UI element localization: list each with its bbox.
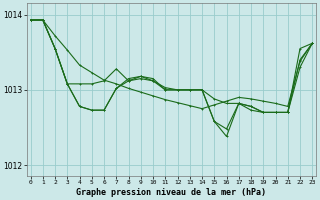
X-axis label: Graphe pression niveau de la mer (hPa): Graphe pression niveau de la mer (hPa): [76, 188, 267, 197]
